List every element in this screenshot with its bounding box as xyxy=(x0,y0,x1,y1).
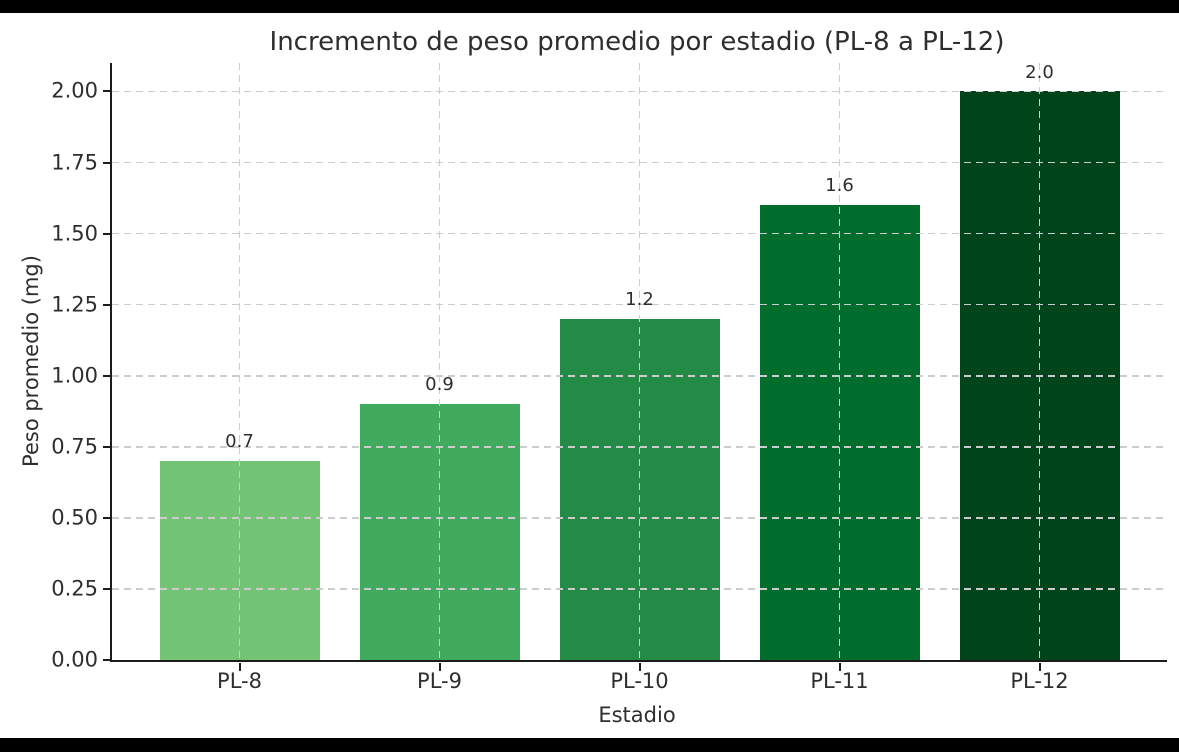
y-tick-mark xyxy=(103,90,110,93)
x-tick-label: PL-9 xyxy=(417,669,462,693)
x-tick-mark xyxy=(438,663,441,671)
x-tick-label: PL-10 xyxy=(610,669,669,693)
y-tick-label: 0.50 xyxy=(51,505,98,530)
x-tick-mark xyxy=(1038,663,1041,671)
x-axis-label: Estadio xyxy=(598,703,676,727)
v-gridline xyxy=(438,63,441,660)
letterbox-top xyxy=(0,0,1179,13)
bar-value-label: 1.2 xyxy=(625,289,654,311)
y-tick-mark xyxy=(103,161,110,164)
y-tick-label: 1.50 xyxy=(51,221,98,246)
x-tick-label: PL-11 xyxy=(810,669,869,693)
y-tick-label: 0.25 xyxy=(51,576,98,601)
y-tick-mark xyxy=(103,232,110,235)
bar-value-label: 0.9 xyxy=(425,374,454,396)
v-gridline xyxy=(838,63,841,660)
y-tick-mark xyxy=(103,374,110,377)
v-gridline xyxy=(238,63,241,660)
y-tick-label: 1.75 xyxy=(51,150,98,174)
bar-value-label: 1.6 xyxy=(825,175,854,197)
y-axis-label: Peso promedio (mg) xyxy=(19,255,43,467)
y-tick-mark xyxy=(103,445,110,448)
bar-value-label: 0.7 xyxy=(225,431,254,453)
chart-figure: Incremento de peso promedio por estadio … xyxy=(0,13,1179,738)
y-tick-label: 0.00 xyxy=(51,647,98,672)
x-tick-label: PL-8 xyxy=(217,669,262,693)
plot-area: 0.00 0.25 0.50 0.75 1.00 1.25 1.50 1.75 2.00 0.7 P… xyxy=(51,61,1167,693)
y-tick-mark xyxy=(103,516,110,519)
y-tick-mark xyxy=(103,587,110,590)
v-gridline xyxy=(1038,63,1041,660)
x-tick-mark xyxy=(838,663,841,671)
y-tick-label: 0.75 xyxy=(51,434,98,459)
v-gridline xyxy=(638,63,641,660)
x-tick-label: PL-12 xyxy=(1010,669,1069,693)
chart-title: Incremento de peso promedio por estadio … xyxy=(269,27,1005,57)
y-tick-label: 2.00 xyxy=(51,78,98,103)
bar-value-label: 2.0 xyxy=(1025,61,1054,83)
x-tick-mark xyxy=(238,663,241,671)
y-tick-mark xyxy=(103,303,110,306)
y-tick-label: 1.25 xyxy=(51,292,98,317)
x-tick-mark xyxy=(638,663,641,671)
letterbox-bottom xyxy=(0,738,1179,752)
y-tick-label: 1.00 xyxy=(51,363,98,388)
y-tick-mark xyxy=(103,659,110,661)
